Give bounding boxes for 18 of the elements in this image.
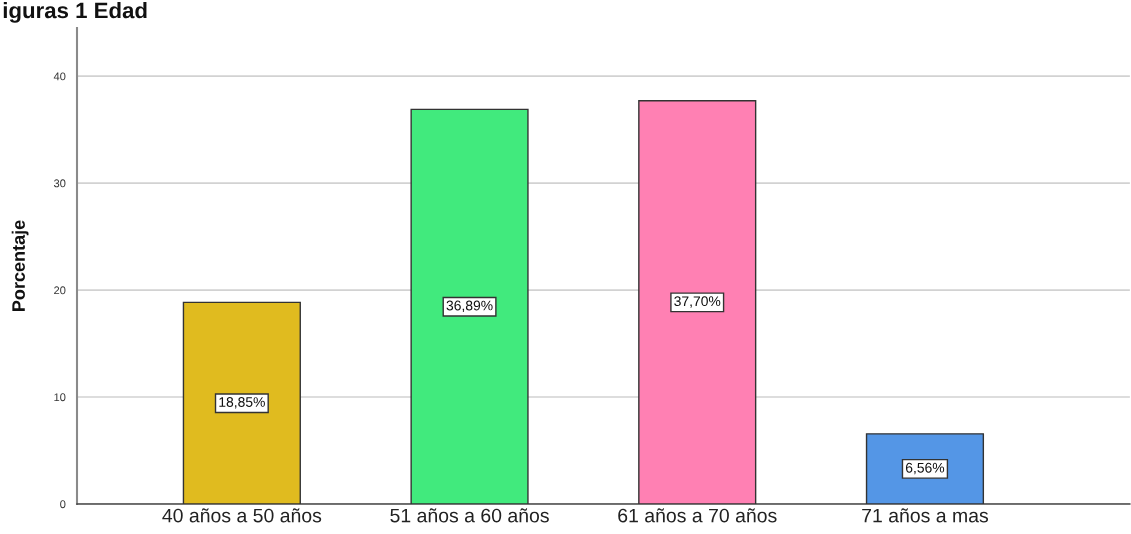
y-tick-label: 20 [54, 286, 66, 295]
y-tick-label: 40 [53, 72, 66, 81]
bar [638, 100, 757, 504]
data-label: 37,70% [674, 296, 721, 308]
data-label: 6,56% [905, 462, 945, 475]
y-tick-label: 10 [54, 393, 66, 402]
chart-title: iguras 1 Edad [3, 2, 147, 23]
y-axis-title: Porcentaje [11, 220, 29, 311]
bar [410, 108, 529, 504]
y-tick-label: 0 [60, 500, 66, 509]
y-tick-label: 30 [53, 179, 66, 188]
x-tick-label: 71 años a mas [862, 508, 989, 523]
x-tick-label: 51 años a 60 años [390, 508, 549, 523]
data-label: 18,85% [219, 397, 265, 409]
x-tick-label: 40 años a 50 años [162, 508, 322, 523]
data-label: 36,89% [446, 300, 493, 313]
x-tick-label: 61 años a 70 años [618, 508, 777, 523]
bar [182, 301, 301, 504]
